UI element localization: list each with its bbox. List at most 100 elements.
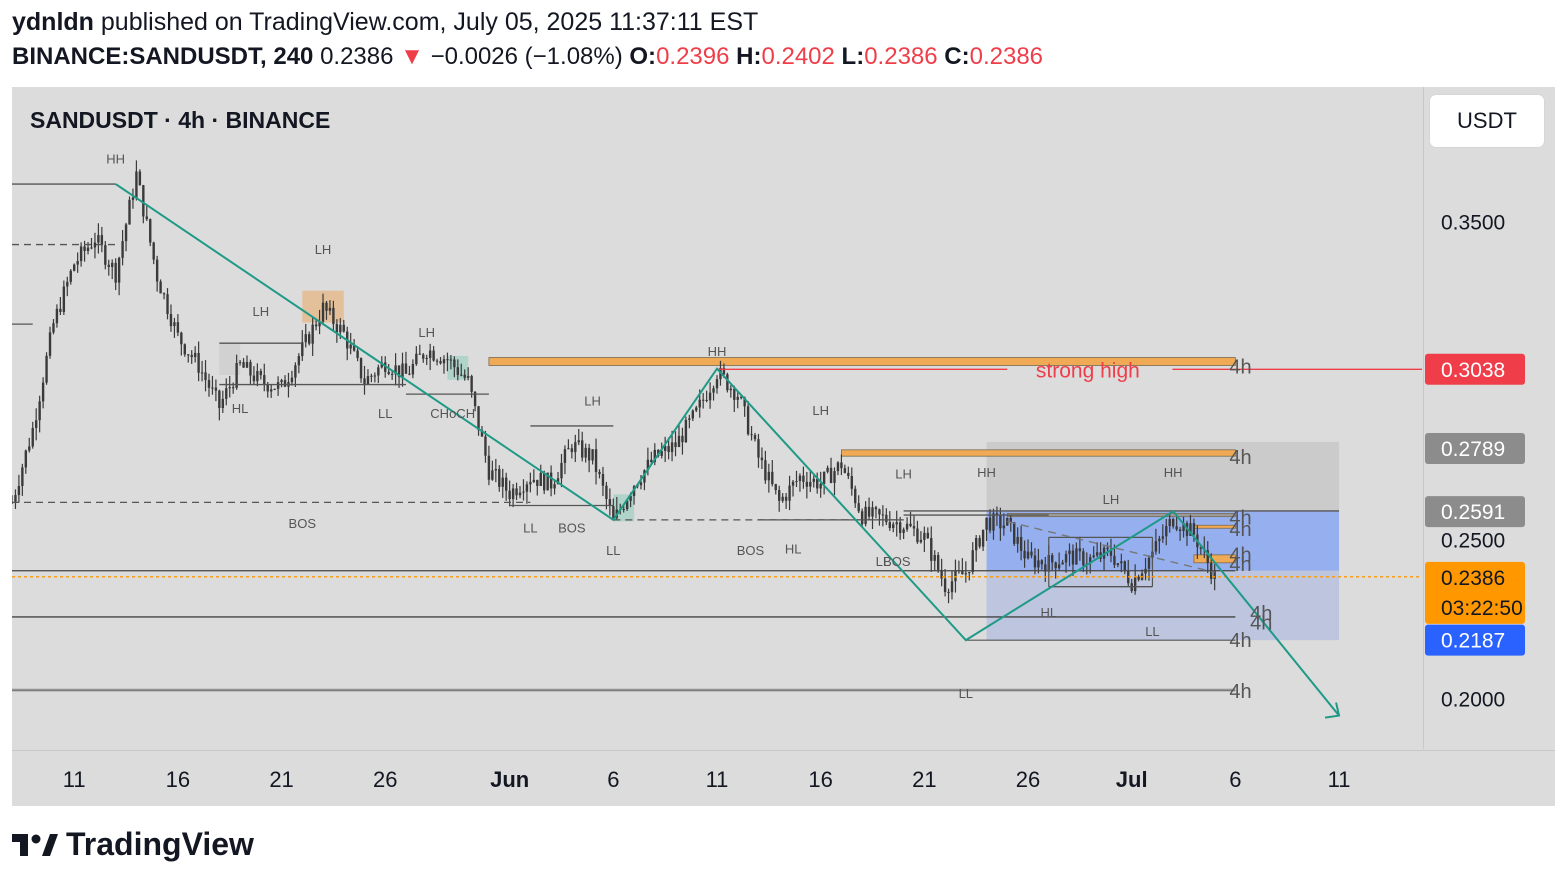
close-label: C:	[944, 43, 970, 70]
candle-body	[162, 293, 166, 295]
candle-body	[867, 506, 871, 517]
candle-body	[798, 475, 802, 482]
symbol-ohlc-line: BINANCE:SANDUSDT, 240 0.2386 ▼ −0.0026 (…	[12, 43, 1043, 71]
time-scale-svg: 11 16 21 26 Jun 6 11 16 21 26 Jul 6 11	[63, 767, 1351, 792]
time-scale[interactable]: 11 16 21 26 Jun 6 11 16 21 26 Jul 6 11	[12, 750, 1555, 806]
zone-label-0: 4h	[1229, 356, 1251, 378]
candle-body	[418, 353, 421, 355]
price-label-bg-1	[1425, 433, 1525, 465]
price-tick-label: 0.2000	[1441, 689, 1505, 712]
candle-body	[536, 479, 539, 486]
structure-label-11: HH	[708, 344, 727, 359]
plot-area[interactable]: 4h 4h 4h 4h 4h strong high HH LH LH LH HL LL CHoCH BO…	[12, 87, 1422, 749]
chart-legend[interactable]: SANDUSDT · 4h · BINANCE	[30, 107, 331, 133]
candle-body	[356, 350, 359, 359]
candle-body	[145, 216, 148, 220]
candle-body	[28, 446, 31, 451]
candle-body	[905, 523, 909, 530]
candle-body	[892, 524, 895, 528]
candle-body	[584, 447, 587, 458]
candle-body	[829, 467, 833, 483]
candle-body	[695, 407, 698, 411]
blue-box-lower	[986, 570, 1340, 641]
candle-body	[1189, 523, 1192, 536]
currency-button[interactable]: USDT	[1430, 95, 1544, 147]
timeframe-label-1: 4h	[1250, 613, 1272, 635]
time-tick-label: 26	[373, 767, 397, 792]
candle-body	[525, 484, 529, 492]
candle-body	[463, 374, 466, 378]
candle-body	[111, 262, 114, 267]
symbol-interval: BINANCE:SANDUSDT, 240	[12, 43, 314, 70]
published-text: published on TradingView.com, July 05, 2…	[100, 8, 759, 36]
candle-body	[159, 281, 162, 294]
candle-body	[55, 308, 59, 324]
strong-high-label: strong high	[1036, 359, 1140, 382]
candle-body	[1019, 536, 1023, 551]
time-tick-label: 16	[808, 767, 832, 792]
candle-body	[650, 459, 653, 463]
structure-label-15: HL	[785, 541, 802, 556]
candle-body	[135, 171, 138, 198]
candle-body	[79, 246, 83, 262]
candle-body	[235, 363, 238, 388]
candle-body	[601, 474, 605, 486]
candle-body	[926, 532, 930, 539]
candle-body	[69, 270, 72, 282]
price-scale[interactable]: 0.35000.25000.20000.30000.30380.27890.25…	[1423, 87, 1555, 749]
candle-body	[812, 478, 815, 482]
structure-label-10: LH	[584, 393, 601, 408]
candle-body	[888, 522, 891, 528]
candle-body	[504, 477, 508, 491]
structure-label-5: LL	[378, 406, 392, 421]
candle-body	[242, 362, 245, 368]
price-label-bg-0	[1425, 353, 1525, 385]
author-name[interactable]: ydnldn	[12, 8, 94, 36]
candle-body	[1033, 555, 1037, 568]
candle-body	[211, 387, 214, 389]
gray-small-box	[219, 343, 241, 376]
candle-body	[1192, 523, 1196, 535]
candle-body	[401, 363, 404, 378]
time-tick-label: 6	[607, 767, 619, 792]
candle-body	[660, 450, 663, 456]
candle-body	[1168, 519, 1171, 527]
candle-body	[622, 509, 625, 511]
candle-body	[93, 242, 97, 248]
brand-name: TradingView	[66, 826, 254, 862]
candle-body	[546, 472, 549, 491]
candle-body	[290, 377, 294, 383]
chart-frame[interactable]: 4h 4h 4h 4h 4h strong high HH LH LH LH HL LL CHoCH BO…	[12, 87, 1555, 806]
candle-body	[567, 448, 570, 450]
candle-body	[197, 352, 200, 373]
structure-label-12: LL	[606, 543, 620, 558]
candle-body	[377, 367, 380, 376]
structure-label-18: LH	[1103, 492, 1120, 507]
candle-body	[473, 391, 477, 407]
zigzag-arrowhead	[1324, 702, 1341, 719]
candle-body	[45, 355, 48, 383]
candle-body	[38, 401, 41, 421]
candle-body	[124, 224, 128, 242]
candle-body	[930, 538, 933, 561]
candle-body	[746, 406, 750, 435]
candle-body	[86, 247, 90, 251]
candle-body	[715, 379, 719, 389]
candle-body	[947, 591, 950, 593]
structure-label-9: BOS	[558, 521, 586, 536]
candle-body	[491, 470, 494, 480]
candle-body	[722, 367, 726, 375]
candle-body	[985, 517, 988, 530]
price-label-4: 0.2187	[1441, 630, 1505, 653]
structure-lines-layer	[12, 183, 1422, 692]
candle-body	[218, 390, 221, 409]
candle-body	[273, 388, 276, 390]
candle-body	[826, 467, 829, 472]
structure-label-14: BOS	[737, 543, 765, 558]
candle-body	[252, 375, 256, 382]
footer-logo[interactable]: TradingView	[12, 826, 254, 863]
candle-body	[1199, 547, 1203, 549]
price-label-bg-2	[1425, 496, 1525, 528]
candle-body	[325, 302, 328, 311]
